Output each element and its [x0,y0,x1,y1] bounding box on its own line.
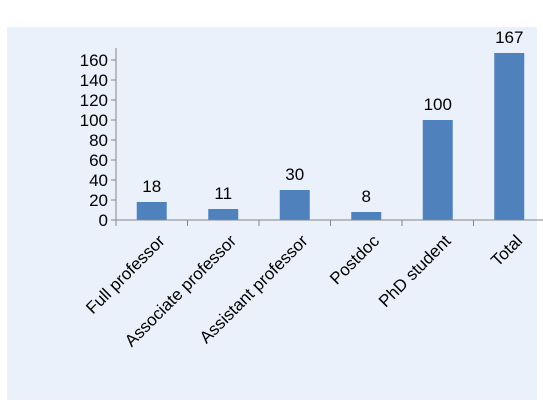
data-label: 18 [142,177,161,196]
y-tick-label: 20 [89,191,108,210]
data-label: 30 [285,165,304,184]
y-tick-label: 80 [89,131,108,150]
y-tick-label: 60 [89,151,108,170]
bar-total [494,53,525,220]
bar-postdoc [351,212,382,220]
header-strip [0,0,543,27]
data-label: 167 [495,28,523,47]
bar-associate-professor [208,209,239,220]
bars-layer [136,53,525,220]
bar-phd-student [422,120,453,220]
bar-assistant-professor [279,190,310,220]
bar-full-professor [136,202,167,220]
y-tick-label: 100 [80,111,108,130]
data-label: 11 [214,184,232,203]
y-tick-label: 160 [80,51,108,70]
data-label: 8 [362,187,371,206]
y-tick-label: 0 [99,211,108,230]
y-tick-label: 120 [80,91,108,110]
y-tick-label: 40 [89,171,108,190]
data-label: 100 [424,95,452,114]
y-tick-label: 140 [80,71,108,90]
data-labels-layer: 18 11 30 8 100 167 [142,28,523,206]
